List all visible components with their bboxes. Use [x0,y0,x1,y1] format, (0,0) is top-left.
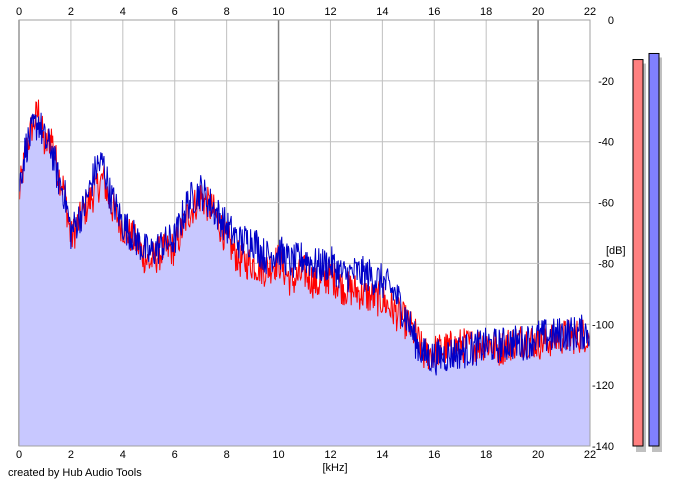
x-tick-label-top: 6 [172,6,178,18]
x-tick-label-top: 8 [224,6,230,18]
x-tick-label-bottom: 14 [376,449,388,461]
x-tick-label-bottom: 18 [480,449,492,461]
credit-text: created by Hub Audio Tools [8,467,142,479]
y-tick-label: -140 [592,441,614,453]
x-tick-label-top: 18 [480,6,492,18]
x-axis-top-ticks: 0 2 4 6 8 10 12 14 16 18 20 22 [16,6,596,18]
y-tick-label: 0 [608,15,614,27]
x-tick-label-top: 4 [120,6,126,18]
y-tick-label: -60 [598,198,614,210]
y-tick-label: -100 [592,319,614,331]
x-tick-label-bottom: 20 [532,449,544,461]
x-tick-label-top: 12 [324,6,336,18]
x-tick-label-top: 14 [376,6,388,18]
right-level-meter [648,52,660,447]
x-tick-label-bottom: 6 [172,449,178,461]
y-tick-label: -80 [598,258,614,270]
x-tick-label-top: 2 [68,6,74,18]
x-tick-label-bottom: 16 [428,449,440,461]
y-axis-ticks: 0 -20 -40 -60 -80 -100 -120 -140 [592,15,614,453]
x-tick-label-bottom: 4 [120,449,126,461]
y-tick-label: -20 [598,76,614,88]
x-tick-label-bottom: 10 [272,449,284,461]
y-tick-label: -120 [592,380,614,392]
x-tick-label-top: 20 [532,6,544,18]
x-axis-bottom-ticks: 0 2 4 6 8 10 12 14 16 18 20 22 [16,449,596,461]
x-tick-label-top: 16 [428,6,440,18]
x-tick-label-bottom: 8 [224,449,230,461]
x-tick-label-top: 10 [272,6,284,18]
y-tick-label: -40 [598,137,614,149]
left-level-meter [632,59,644,447]
x-tick-label-top: 0 [16,6,22,18]
x-tick-label-bottom: 12 [324,449,336,461]
right-channel-line [18,112,591,376]
level-meters [632,52,662,453]
x-tick-label-bottom: 2 [68,449,74,461]
x-axis-label: [kHz] [322,462,347,474]
plot-border [18,19,591,447]
x-tick-label-bottom: 0 [16,449,22,461]
y-axis-label: [dB] [606,245,626,257]
x-tick-label-bottom: 22 [584,449,596,461]
x-tick-label-top: 22 [584,6,596,18]
